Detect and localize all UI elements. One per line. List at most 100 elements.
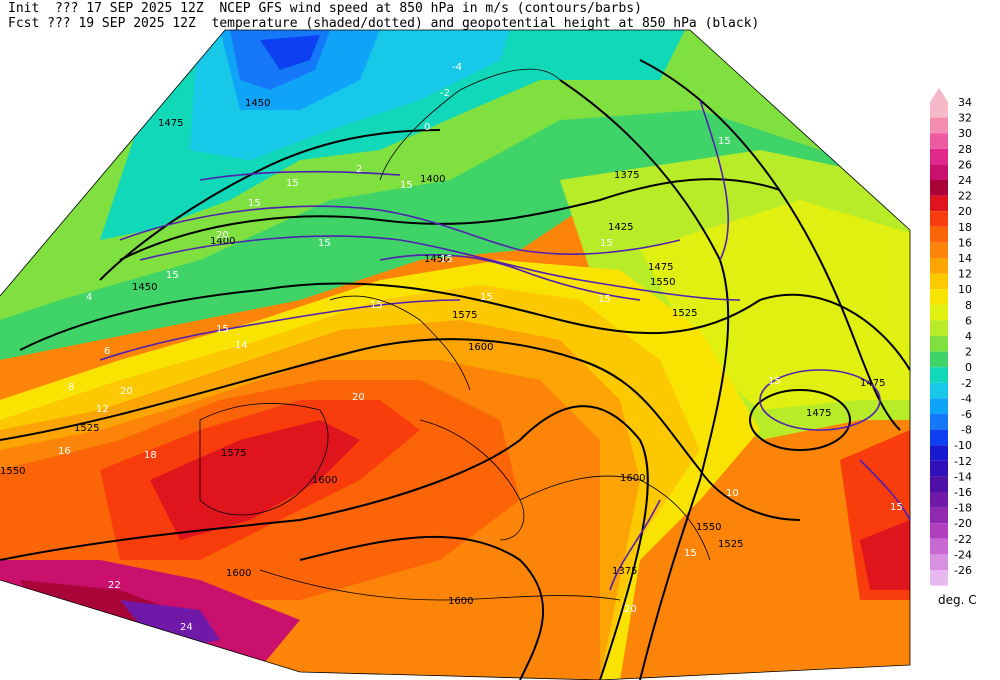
legend-swatch [930, 367, 948, 383]
legend-label: 34 [958, 96, 972, 109]
temp-label: 20 [352, 392, 365, 403]
wind-label: 15 [890, 502, 903, 513]
height-label: 1450 [424, 254, 449, 265]
wind-label: 15 [440, 254, 453, 265]
height-contours [0, 59, 911, 680]
legend-swatch [930, 382, 948, 399]
legend-label: -10 [954, 439, 972, 452]
legend-arrow [930, 88, 948, 102]
height-label: 1550 [650, 277, 675, 288]
wind-contours [99, 99, 911, 591]
height-label: 1400 [210, 236, 235, 247]
height-label: 1600 [448, 596, 473, 607]
temp-label: 0 [424, 122, 430, 133]
height-label: 1475 [860, 378, 885, 389]
height-label: 1600 [468, 342, 493, 353]
legend-swatch [930, 414, 948, 430]
height-label: 1525 [74, 423, 99, 434]
legend-swatch [930, 133, 948, 149]
legend-swatch [930, 538, 948, 555]
legend-swatch [930, 273, 948, 290]
legend-label: 30 [958, 127, 972, 140]
legend-label: -20 [954, 517, 972, 530]
legend-swatch [930, 476, 948, 492]
wind-label: 15 [768, 376, 781, 387]
legend-swatch [930, 398, 948, 414]
legend-label: 22 [958, 190, 972, 203]
legend-swatch [930, 523, 948, 539]
legend-label: 26 [958, 158, 972, 171]
legend-swatch [930, 164, 948, 180]
legend-label: 8 [965, 299, 972, 312]
height-label: 1400 [420, 174, 445, 185]
legend-label: 2 [965, 346, 972, 359]
legend-label: -14 [954, 470, 972, 483]
height-label: 1575 [221, 448, 246, 459]
height-label: 1525 [718, 539, 743, 550]
header-init-line: Init ??? 17 SEP 2025 12Z NCEP GFS wind s… [8, 1, 642, 16]
legend-swatch [930, 289, 948, 305]
height-label: 1450 [132, 282, 157, 293]
temp-label: 2 [356, 164, 362, 175]
wind-label: 15 [718, 136, 731, 147]
header-forecast-line: Fcst ??? 19 SEP 2025 12Z temperature (sh… [8, 16, 760, 31]
legend-label: -18 [954, 502, 972, 515]
legend-swatch [930, 460, 948, 477]
legend-label: -6 [961, 408, 972, 421]
height-label: 1475 [158, 118, 183, 129]
legend-label: -12 [954, 455, 972, 468]
legend-label: 4 [965, 330, 972, 343]
legend-label: 14 [958, 252, 972, 265]
legend-label: -26 [954, 564, 972, 577]
legend-label: -8 [961, 424, 972, 437]
wind-label: 15 [684, 548, 697, 559]
domain-outline [0, 29, 911, 680]
height-label: 1600 [620, 473, 645, 484]
wind-label: 15 [286, 178, 299, 189]
legend-label: -22 [954, 533, 972, 546]
temp-label: 8 [68, 382, 74, 393]
height-label: 1375 [614, 170, 639, 181]
legend-label: 18 [958, 221, 972, 234]
temp-label: 24 [180, 622, 193, 633]
wind-label: 15 [598, 294, 611, 305]
legend-swatch [930, 570, 948, 586]
coastlines [199, 68, 711, 601]
legend-swatch [930, 429, 948, 446]
legend-label: -16 [954, 486, 972, 499]
legend-unit: deg. C [938, 593, 977, 607]
legend-swatch [930, 507, 948, 524]
height-label: 1575 [452, 310, 477, 321]
temp-label: 22 [108, 580, 121, 591]
legend-label: 16 [958, 236, 972, 249]
wind-label: 15 [318, 238, 331, 249]
temp-label: 12 [96, 404, 109, 415]
wind-label: 15 [400, 180, 413, 191]
height-label: 1450 [245, 98, 270, 109]
legend-label: -2 [961, 377, 972, 390]
legend-swatch [930, 242, 948, 258]
temp-label: 16 [58, 446, 71, 457]
legend-label: -24 [954, 548, 972, 561]
height-label: 1550 [0, 466, 25, 477]
height-label: 1475 [648, 262, 673, 273]
legend-label: 12 [958, 268, 972, 281]
wind-labels: 15 15 15 20 15 15 15 15 15 20 15 15 15 1… [120, 136, 903, 615]
legend-swatch [930, 102, 948, 118]
wind-label: 15 [248, 198, 261, 209]
legend-label: -4 [961, 392, 972, 405]
height-label: 1375 [612, 566, 637, 577]
legend-label: 6 [965, 314, 972, 327]
legend-label: 10 [958, 283, 972, 296]
height-label: 1425 [608, 222, 633, 233]
temp-label: -2 [440, 88, 450, 99]
legend-label: 20 [958, 205, 972, 218]
wind-label: 15 [166, 270, 179, 281]
height-label: 1600 [226, 568, 251, 579]
legend-swatch [930, 226, 948, 243]
temp-label: 4 [86, 292, 92, 303]
legend-swatch [930, 195, 948, 212]
legend-label: 24 [958, 174, 972, 187]
legend-swatch [930, 336, 948, 352]
